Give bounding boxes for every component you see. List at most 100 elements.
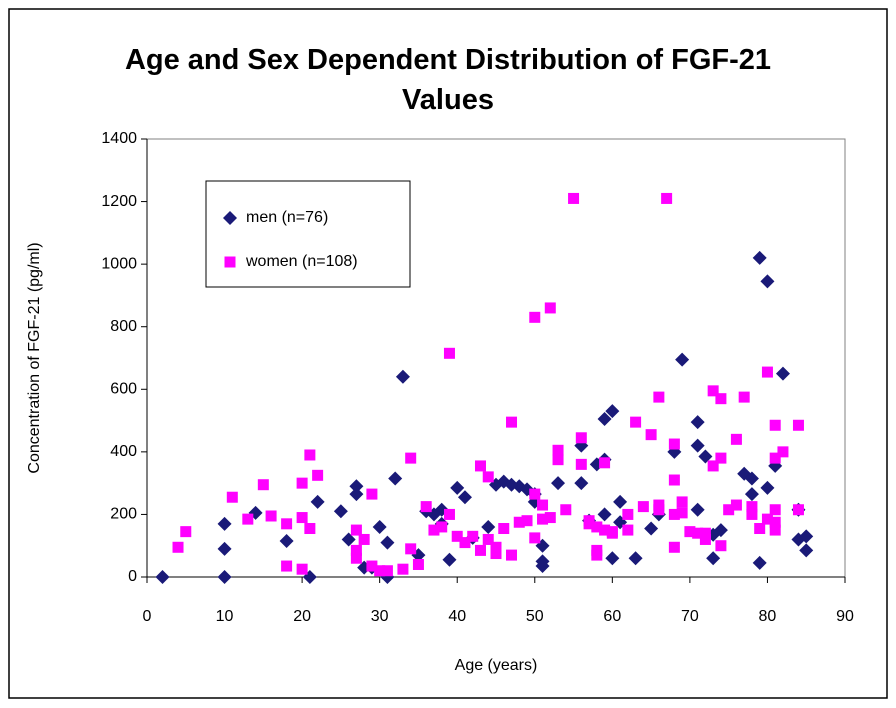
point	[366, 488, 378, 500]
point	[217, 541, 232, 556]
point	[395, 369, 410, 384]
x-tick-label: 80	[759, 608, 777, 625]
point	[560, 504, 572, 516]
legend-label: men (n=76)	[246, 209, 328, 226]
point	[490, 541, 502, 553]
point	[761, 513, 773, 525]
point	[350, 552, 362, 564]
point	[552, 454, 564, 466]
x-tick-label: 30	[371, 608, 389, 625]
y-tick-label: 1200	[101, 193, 137, 210]
point	[544, 302, 556, 314]
point	[350, 524, 362, 536]
point	[769, 504, 781, 516]
point	[552, 444, 564, 456]
point	[482, 471, 494, 483]
point	[730, 499, 742, 511]
point	[769, 452, 781, 464]
point	[606, 527, 618, 539]
legend-label: women (n=108)	[245, 253, 358, 270]
point	[442, 552, 457, 567]
point	[349, 479, 364, 494]
point	[506, 549, 518, 561]
point	[591, 521, 603, 533]
point	[599, 524, 611, 536]
point	[436, 521, 448, 533]
point	[426, 507, 441, 522]
point	[296, 512, 308, 524]
point	[451, 530, 463, 542]
point	[529, 532, 541, 544]
point	[744, 471, 759, 486]
point	[265, 510, 277, 522]
point	[644, 521, 659, 536]
point	[692, 527, 704, 539]
point	[597, 412, 612, 427]
point	[504, 477, 519, 492]
point	[760, 480, 775, 495]
point	[690, 502, 705, 517]
point	[605, 404, 620, 419]
point	[535, 559, 550, 574]
point	[226, 491, 238, 503]
point	[155, 570, 170, 584]
point	[637, 501, 649, 513]
point	[457, 490, 472, 505]
point	[304, 523, 316, 535]
point	[605, 551, 620, 566]
point	[474, 544, 486, 556]
point	[412, 558, 424, 570]
point	[713, 523, 728, 538]
legend-marker	[223, 211, 237, 225]
point	[490, 548, 502, 560]
y-tick-label: 400	[110, 443, 137, 460]
point	[482, 533, 494, 545]
point	[521, 515, 533, 527]
point	[551, 476, 566, 491]
point	[715, 540, 727, 552]
point	[769, 516, 781, 528]
point	[397, 563, 409, 575]
point	[341, 532, 356, 547]
point	[443, 347, 455, 359]
point	[388, 471, 403, 486]
x-tick-label: 0	[143, 608, 152, 625]
point	[443, 508, 455, 520]
point	[583, 518, 595, 530]
point	[668, 474, 680, 486]
point	[428, 524, 440, 536]
point	[459, 537, 471, 549]
point	[450, 480, 465, 495]
point	[575, 458, 587, 470]
point	[242, 513, 254, 525]
y-tick-label: 0	[128, 568, 137, 585]
point	[374, 565, 386, 577]
point	[481, 519, 496, 534]
point	[350, 544, 362, 556]
point	[746, 508, 758, 520]
point	[715, 393, 727, 405]
point	[358, 533, 370, 545]
point	[467, 530, 479, 542]
point	[668, 541, 680, 553]
point	[653, 391, 665, 403]
x-tick-label: 70	[681, 608, 699, 625]
point	[775, 366, 790, 381]
point	[257, 479, 269, 491]
point	[799, 529, 814, 544]
chart-border	[8, 8, 888, 699]
x-tick-label: 10	[216, 608, 234, 625]
chart-title: Age and Sex Dependent Distribution of FG…	[124, 44, 772, 116]
point	[529, 488, 541, 500]
point	[575, 432, 587, 444]
point	[715, 452, 727, 464]
point	[792, 419, 804, 431]
point	[296, 477, 308, 489]
point	[312, 469, 324, 481]
point	[568, 192, 580, 204]
point	[723, 504, 735, 516]
point	[628, 551, 643, 566]
point	[630, 416, 642, 428]
point	[622, 508, 634, 520]
